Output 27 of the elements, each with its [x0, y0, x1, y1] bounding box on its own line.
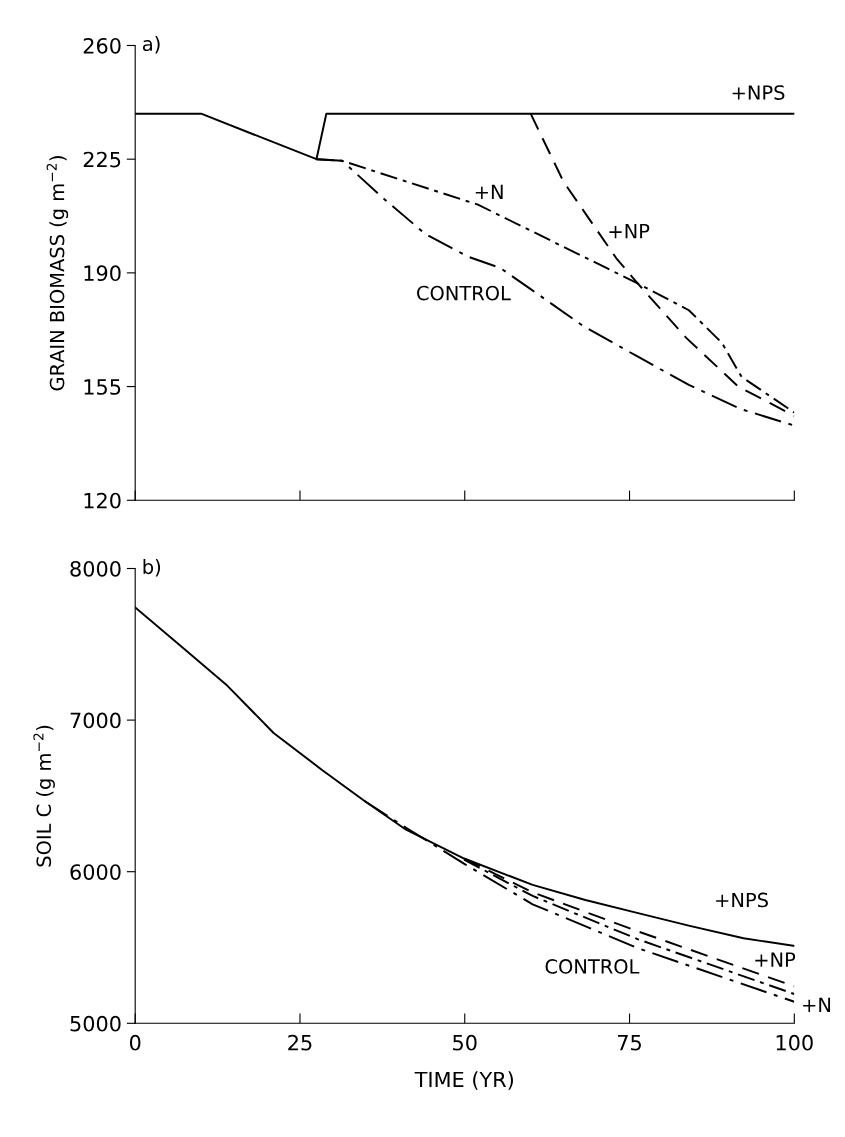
x-tick-label: 50 [453, 1034, 477, 1051]
y-tick-label: 260 [83, 37, 121, 54]
x-tick-label: 75 [617, 1035, 641, 1051]
y-tick-label: 7000 [70, 712, 121, 729]
x-tick-label: 100 [776, 1034, 813, 1051]
x-tick-label: 25 [288, 1034, 312, 1051]
y-axis-title: GRAIN BIOMASS (g m$^{−2}$) [46, 156, 69, 391]
annotation: b) [143, 559, 161, 577]
series-label: +N [475, 184, 503, 199]
series-label: +NPS [716, 892, 768, 908]
series-label: CONTROL [545, 959, 640, 974]
y-tick-label: 155 [84, 379, 121, 395]
series-label: +NP [609, 224, 650, 239]
y-tick-label: 5000 [70, 1015, 121, 1032]
y-axis-title: SOIL C (g m$^{−2}$) [33, 725, 55, 867]
series-label: CONTROL [417, 285, 511, 301]
y-tick-label: 225 [83, 151, 121, 168]
y-tick-label: 120 [84, 492, 121, 509]
y-tick-label: 190 [84, 265, 121, 282]
x-axis-title: TIME (YR) [414, 1071, 513, 1090]
x-tick-label: 0 [129, 1034, 141, 1051]
y-tick-label: 8000 [70, 560, 121, 577]
series-label: +N [803, 997, 831, 1012]
series-label: +NP [755, 952, 796, 967]
series-label: +NPS [732, 85, 785, 100]
y-tick-label: 6000 [70, 864, 121, 880]
annotation: a) [142, 36, 160, 54]
